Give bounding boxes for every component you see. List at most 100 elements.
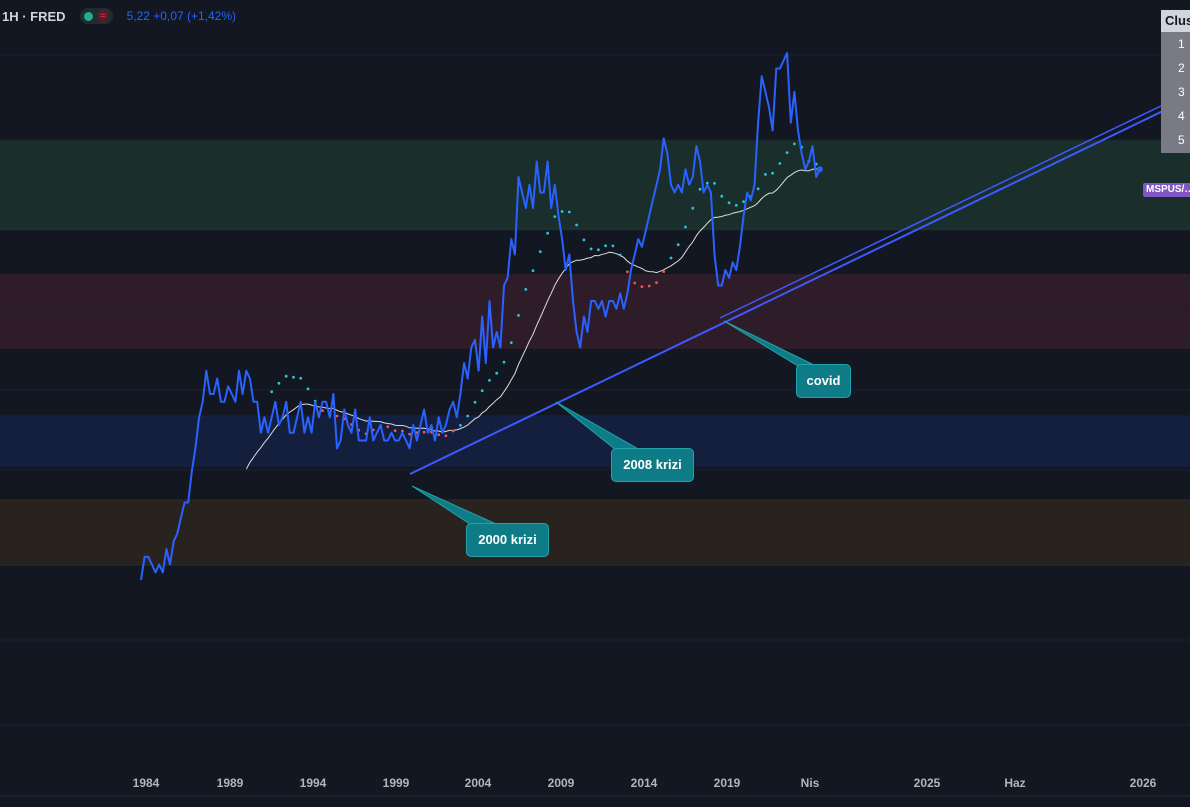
x-tick-label: 2025 (913, 776, 941, 790)
trend-dot (488, 379, 491, 382)
trend-dot (698, 187, 702, 191)
trend-dot (691, 206, 695, 210)
trend-dot (618, 253, 622, 257)
zone-band (0, 140, 1190, 229)
callout-2000-crisis[interactable]: 2000 krizi (466, 523, 549, 557)
trend-dot (299, 376, 303, 380)
last-quote: 5,22 +0,07 (+1,42%) (126, 9, 237, 23)
cluster-row: 4 (1178, 109, 1185, 123)
trendline-parallel[interactable] (719, 91, 1190, 319)
trend-dot (422, 430, 426, 434)
trend-dot (604, 244, 607, 248)
wave-icon: ≈ (96, 9, 109, 23)
trend-dot (771, 171, 774, 175)
trend-dot (517, 314, 520, 317)
trend-dot (524, 288, 528, 291)
x-tick-label: 1989 (216, 776, 244, 790)
trend-dot (597, 248, 600, 252)
trend-dot (713, 182, 716, 185)
x-tick-label: 1994 (299, 776, 327, 790)
trend-dot (495, 371, 499, 375)
trend-band-series (270, 142, 818, 438)
trend-dot (502, 360, 506, 364)
x-tick-label: 2009 (547, 776, 575, 790)
last-price-point[interactable] (816, 166, 823, 173)
trend-dot (444, 434, 448, 438)
trend-dot (684, 225, 687, 229)
trend-dot (531, 269, 535, 272)
sma-line (245, 167, 820, 470)
x-tick-label: 2026 (1129, 776, 1157, 790)
x-tick-label: Nis (800, 776, 820, 790)
trend-dot (669, 256, 673, 260)
sma-series (245, 167, 820, 470)
cluster-row: 1 (1178, 37, 1185, 51)
trend-dot (793, 142, 796, 146)
x-tick-label: 1999 (382, 776, 410, 790)
cluster-row: 3 (1178, 85, 1185, 99)
trend-dot (401, 429, 404, 433)
symbol-label[interactable]: 1H · FRED (2, 8, 66, 24)
zone-band (0, 500, 1190, 565)
x-tick-label: Haz (1004, 776, 1026, 790)
zone-band (0, 416, 1190, 466)
trend-dot (437, 433, 441, 437)
x-tick-label: 2014 (630, 776, 658, 790)
trend-dot (538, 250, 542, 254)
trendline-main[interactable] (409, 97, 1190, 475)
trend-dot (778, 162, 782, 165)
trend-dot (582, 238, 586, 242)
cluster-row: 2 (1178, 61, 1185, 75)
trend-dot (756, 187, 760, 191)
trend-dot (567, 210, 571, 214)
trend-dot (589, 247, 593, 251)
zone-band (0, 275, 1190, 348)
legend-header: 1H · FRED ≈ 5,22 +0,07 (+1,42%) (0, 6, 236, 26)
support-trendline[interactable] (409, 91, 1190, 475)
cluster-panel-title: Clus (1161, 10, 1190, 32)
price-scale-tag: MSPUS/… (1143, 183, 1190, 197)
market-status[interactable]: ≈ (79, 8, 113, 24)
trend-dot (734, 203, 738, 207)
trend-dot (292, 375, 295, 379)
status-dot-icon (83, 11, 93, 21)
trend-dot (560, 210, 564, 213)
trend-dot (640, 285, 644, 288)
price-line[interactable] (140, 52, 821, 581)
trend-dot (509, 341, 513, 344)
trend-dot (720, 194, 724, 198)
trend-dot (676, 243, 680, 247)
trend-dot (284, 374, 288, 378)
grid-lines (0, 54, 1190, 726)
price-series[interactable] (140, 52, 823, 581)
trend-dot (611, 244, 615, 248)
trend-dot (647, 284, 651, 288)
trend-dot (727, 201, 731, 205)
trend-dot (633, 281, 637, 285)
trend-dot (408, 432, 411, 436)
trend-dot (466, 414, 470, 418)
trend-dot (393, 429, 397, 433)
trend-dot (335, 414, 339, 418)
callout-covid[interactable]: covid (796, 364, 851, 398)
x-tick-label: 2019 (713, 776, 741, 790)
cluster-row: 5 (1178, 133, 1185, 147)
trend-dot (451, 429, 455, 433)
trend-dot (764, 173, 767, 176)
zone-bands (0, 139, 1190, 566)
trend-dot (306, 387, 310, 391)
callout-2008-crisis[interactable]: 2008 krizi (611, 448, 694, 482)
trend-dot (277, 381, 281, 385)
trend-dot (785, 151, 789, 155)
cluster-panel: Clus 1 2 3 4 5 (1161, 10, 1190, 153)
trend-dot (270, 390, 274, 394)
x-tick-label: 1984 (132, 776, 160, 790)
trend-dot (321, 409, 324, 413)
trend-dot (742, 200, 745, 204)
x-tick-label: 2004 (464, 776, 492, 790)
trend-dot (546, 231, 549, 235)
trend-dot (705, 181, 709, 185)
trend-dot (655, 281, 658, 284)
trend-dot (386, 425, 390, 429)
